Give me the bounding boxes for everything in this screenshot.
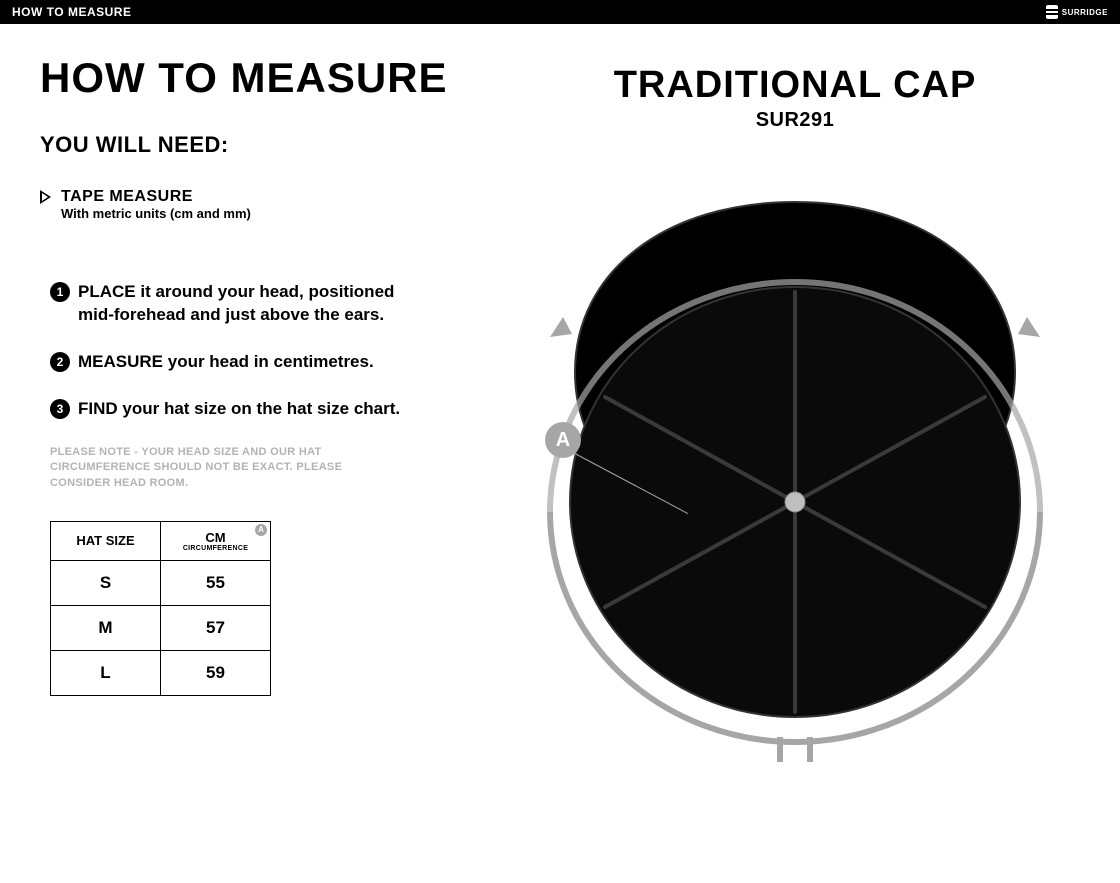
left-column: HOW TO MEASURE YOU WILL NEED: TAPE MEASU… xyxy=(40,54,490,762)
size-table: HAT SIZE CM CIRCUMFERENCE A S 55 M 57 xyxy=(50,521,271,696)
step-item: 1 PLACE it around your head, positioned … xyxy=(50,281,410,327)
table-row: M 57 xyxy=(51,605,271,650)
brand: SURRIDGE xyxy=(1046,5,1108,19)
need-item: TAPE MEASURE With metric units (cm and m… xyxy=(40,188,490,221)
cm-cell: 55 xyxy=(161,560,271,605)
table-row: S 55 xyxy=(51,560,271,605)
step-text: MEASURE your head in centimetres. xyxy=(78,351,374,374)
need-heading: YOU WILL NEED: xyxy=(40,132,490,158)
table-header-cm: CM CIRCUMFERENCE A xyxy=(161,521,271,560)
top-bar: HOW TO MEASURE SURRIDGE xyxy=(0,0,1120,24)
step-item: 3 FIND your hat size on the hat size cha… xyxy=(50,398,410,421)
step-number-icon: 3 xyxy=(50,399,70,419)
cap-svg xyxy=(515,162,1075,762)
brand-logo-icon xyxy=(1046,5,1058,19)
step-number-icon: 2 xyxy=(50,352,70,372)
steps-list: 1 PLACE it around your head, positioned … xyxy=(50,281,490,421)
cm-cell: 57 xyxy=(161,605,271,650)
need-item-label: TAPE MEASURE xyxy=(61,188,251,206)
table-header-size: HAT SIZE xyxy=(51,521,161,560)
tape-arrow-left-icon xyxy=(550,317,572,337)
step-item: 2 MEASURE your head in centimetres. xyxy=(50,351,410,374)
brand-name: SURRIDGE xyxy=(1062,8,1108,17)
topbar-title: HOW TO MEASURE xyxy=(12,5,131,19)
step-number-icon: 1 xyxy=(50,282,70,302)
size-cell: M xyxy=(51,605,161,650)
size-cell: S xyxy=(51,560,161,605)
page-body: HOW TO MEASURE YOU WILL NEED: TAPE MEASU… xyxy=(0,24,1120,792)
note-text: PLEASE NOTE - YOUR HEAD SIZE AND OUR HAT… xyxy=(50,445,370,491)
table-badge-a-icon: A xyxy=(255,524,267,536)
size-cell: L xyxy=(51,650,161,695)
cm-cell: 59 xyxy=(161,650,271,695)
page-title: HOW TO MEASURE xyxy=(40,54,490,102)
cap-button-icon xyxy=(785,492,805,512)
tape-arrow-right-icon xyxy=(1018,317,1040,337)
cap-diagram: A xyxy=(515,162,1075,762)
product-title: TRADITIONAL CAP xyxy=(510,64,1080,107)
table-row: L 59 xyxy=(51,650,271,695)
need-item-sub: With metric units (cm and mm) xyxy=(61,206,251,221)
triangle-bullet-icon xyxy=(40,190,51,204)
product-code: SUR291 xyxy=(510,109,1080,132)
right-column: TRADITIONAL CAP SUR291 xyxy=(510,54,1080,762)
step-text: PLACE it around your head, positioned mi… xyxy=(78,281,410,327)
step-text: FIND your hat size on the hat size chart… xyxy=(78,398,400,421)
marker-a-badge: A xyxy=(545,422,581,458)
